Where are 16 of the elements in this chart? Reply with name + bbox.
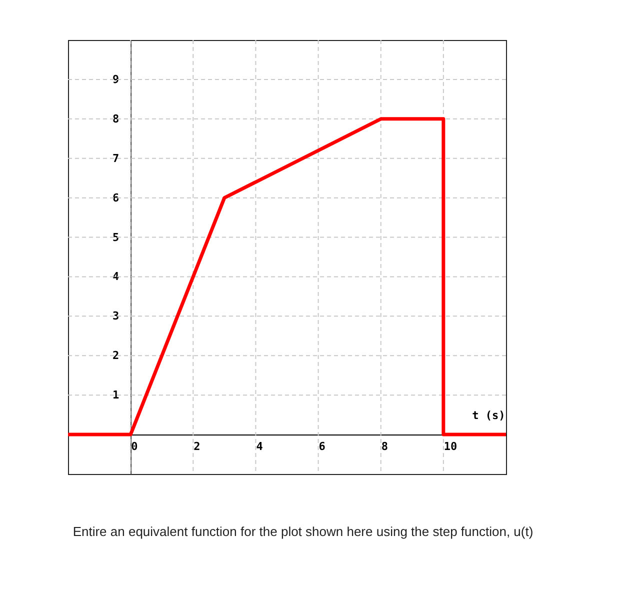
x-tick-label: 6 <box>318 440 326 454</box>
y-tick-label: 7 <box>112 152 120 165</box>
y-tick-label: 4 <box>112 270 120 284</box>
y-tick-label: 3 <box>112 310 120 323</box>
x-tick-label: 4 <box>256 440 264 454</box>
x-tick-label: 0 <box>131 440 138 454</box>
y-tick-label: 6 <box>112 191 120 204</box>
y-tick-label: 8 <box>112 112 120 126</box>
x-tick-label: 2 <box>194 440 200 454</box>
y-tick-label: 1 <box>112 388 120 402</box>
x-axis-title: t (s) <box>472 409 506 422</box>
x-tick-label: 8 <box>381 440 388 454</box>
y-tick-label: 5 <box>112 230 120 244</box>
y-tick-label: 2 <box>112 349 120 362</box>
text: Entire an equivalent function for the plot shown here using the step function, u(t) <box>72 524 534 539</box>
x-tick-label: 10 <box>444 440 458 454</box>
